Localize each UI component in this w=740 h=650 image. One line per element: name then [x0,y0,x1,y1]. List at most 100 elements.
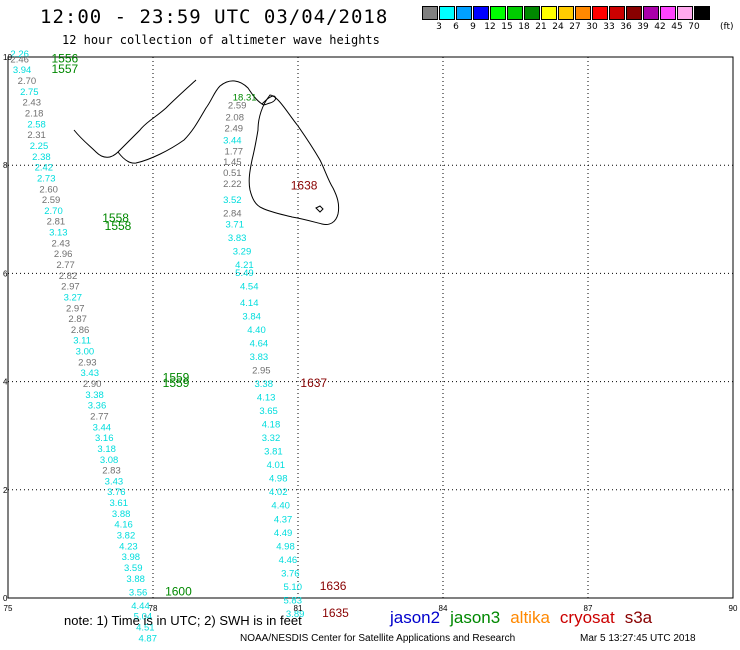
india-coastline [73,79,197,158]
swh-label: 2.77 [56,260,74,271]
swh-label: 2.43 [52,238,71,249]
swh-label: 3.82 [117,530,136,541]
swh-label: 2.84 [223,209,242,220]
swh-label: 4.51 [136,622,155,633]
swh-label: 2.46 [10,54,29,65]
satellite-cryosat: cryosat [559,608,615,627]
swh-label: 4.18 [262,420,281,431]
y-tick-label: 10 [3,53,12,62]
swh-label: 2.75 [20,87,39,98]
x-axis-ticks: 75 78 81 84 87 90 [4,604,738,613]
swh-label: 2.82 [59,271,78,282]
swh-label: 5.04 [134,612,153,623]
legend-label: 24 [552,22,564,32]
swh-label: 3.44 [223,136,242,147]
color-scale-legend [422,6,711,20]
legend-label: 27 [569,22,581,32]
swh-label: 3.94 [13,65,32,76]
swh-label: 2.49 [225,124,244,135]
swh-label: 2.60 [39,184,58,195]
india-tip [117,80,263,164]
legend-swatch [660,6,676,20]
legend-label: 33 [603,22,615,32]
swh-label: 3.89 [286,609,305,620]
page-subtitle: 12 hour collection of altimeter wave hei… [62,33,380,47]
swh-label: 4.87 [139,633,158,644]
satellite-s3a: s3a [624,608,653,627]
swh-label: 4.21 [235,260,254,271]
legend-label: 36 [620,22,632,32]
swh-label: 3.88 [112,509,130,520]
credit-line: NOAA/NESDIS Center for Satellite Applica… [240,633,516,644]
swh-label: 2.31 [27,130,46,141]
x-tick-label: 90 [729,604,738,613]
swh-label: 5.49 [235,268,254,279]
legend-swatch [575,6,591,20]
legend-unit: (ft) [720,22,734,32]
x-tick-label: 78 [149,604,158,613]
swh-label: 3.83 [250,352,269,363]
swh-label: 2.26 [10,49,29,60]
swh-label: 3.76 [281,568,300,579]
swh-label: 3.76 [107,487,126,498]
legend-swatch [677,6,693,20]
pass-time-label: 1559 [163,371,190,385]
swh-label: 4.98 [276,541,295,552]
legend-label: 18 [518,22,530,32]
legend-swatch [558,6,574,20]
pass-time-label: 1637 [300,376,327,390]
swh-label: 3.00 [76,347,95,358]
y-tick-label: 8 [3,161,8,170]
satellite-jason3: jason3 [450,608,501,627]
swh-label: 3.44 [93,422,112,433]
pass-time-label: 1558 [102,211,129,225]
swh-label: 3.61 [110,498,129,509]
swh-label: 2.83 [102,466,121,477]
legend-swatch [422,6,438,20]
legend-label: 21 [535,22,547,32]
x-tick-label: 87 [584,604,593,613]
pass-time-label: 1638 [291,179,318,193]
swh-label: 2.81 [47,217,66,228]
legend-swatch [694,6,710,20]
legend-swatch [456,6,472,20]
satellite-legend: jason2 jason3 altika cryosat s3a [390,608,662,628]
legend-label: 12 [484,22,496,32]
swh-label: 3.65 [259,406,278,417]
swh-label: 1.45 [223,157,242,168]
swh-label: 3.59 [124,563,143,574]
swh-label: 2.22 [223,179,242,190]
swh-label: 2.43 [23,98,42,109]
swh-label: 3.71 [226,219,245,230]
swh-label: 3.98 [122,552,141,563]
swh-label: 3.18 [97,444,116,455]
swh-label: 3.83 [228,233,247,244]
swh-label: 2.18 [25,109,43,120]
legend-swatch [592,6,608,20]
satellite-jason2: jason2 [390,608,441,627]
swh-label: 4.16 [114,520,133,531]
y-axis-ticks: 0 2 4 6 8 10 [3,53,12,603]
swh-label: 2.87 [68,314,87,325]
swh-label: 3.36 [88,401,107,412]
legend-swatch [541,6,557,20]
swh-label: 3.88 [126,574,144,585]
swh-label: 2.59 [42,195,61,206]
swh-label: 4.64 [250,338,269,349]
swh-label: 5.83 [284,595,303,606]
legend-swatch [490,6,506,20]
swh-label: 1.77 [225,146,244,157]
swh-label: 2.59 [228,100,247,111]
swh-label: 2.96 [54,249,73,260]
legend-label: 9 [470,22,476,32]
swh-label: 4.02 [269,487,288,498]
jaffna-peninsula [261,95,277,106]
swh-label: 2.90 [83,379,102,390]
y-tick-label: 6 [3,269,8,278]
swh-label: 2.73 [37,173,56,184]
swh-label: 3.52 [223,195,242,206]
map-grid [8,57,733,598]
generated-timestamp: Mar 5 13:27:45 UTC 2018 [580,633,696,644]
swh-label: 4.54 [240,282,259,293]
swh-label: 4.01 [267,460,286,471]
